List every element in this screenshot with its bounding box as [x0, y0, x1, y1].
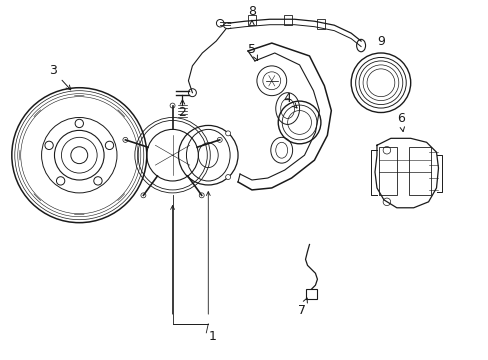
Bar [378, 147, 396, 195]
Text: 6: 6 [396, 112, 404, 125]
Text: 9: 9 [376, 35, 384, 48]
Circle shape [122, 138, 127, 142]
Text: 1: 1 [208, 330, 216, 343]
Text: 3: 3 [49, 64, 57, 77]
Text: 5: 5 [247, 42, 255, 55]
Bar [408, 147, 429, 195]
Circle shape [217, 138, 222, 142]
Circle shape [199, 193, 204, 198]
Bar [247, 15, 255, 25]
Text: 4: 4 [283, 92, 291, 105]
Circle shape [225, 131, 230, 136]
Text: 2: 2 [178, 106, 186, 119]
Bar [305, 289, 317, 299]
Text: 7: 7 [297, 305, 305, 318]
Circle shape [170, 103, 175, 108]
Text: 8: 8 [247, 5, 255, 18]
Circle shape [141, 193, 145, 198]
Bar [283, 15, 291, 25]
Bar [317, 19, 325, 29]
Circle shape [71, 147, 87, 164]
Circle shape [225, 175, 230, 180]
